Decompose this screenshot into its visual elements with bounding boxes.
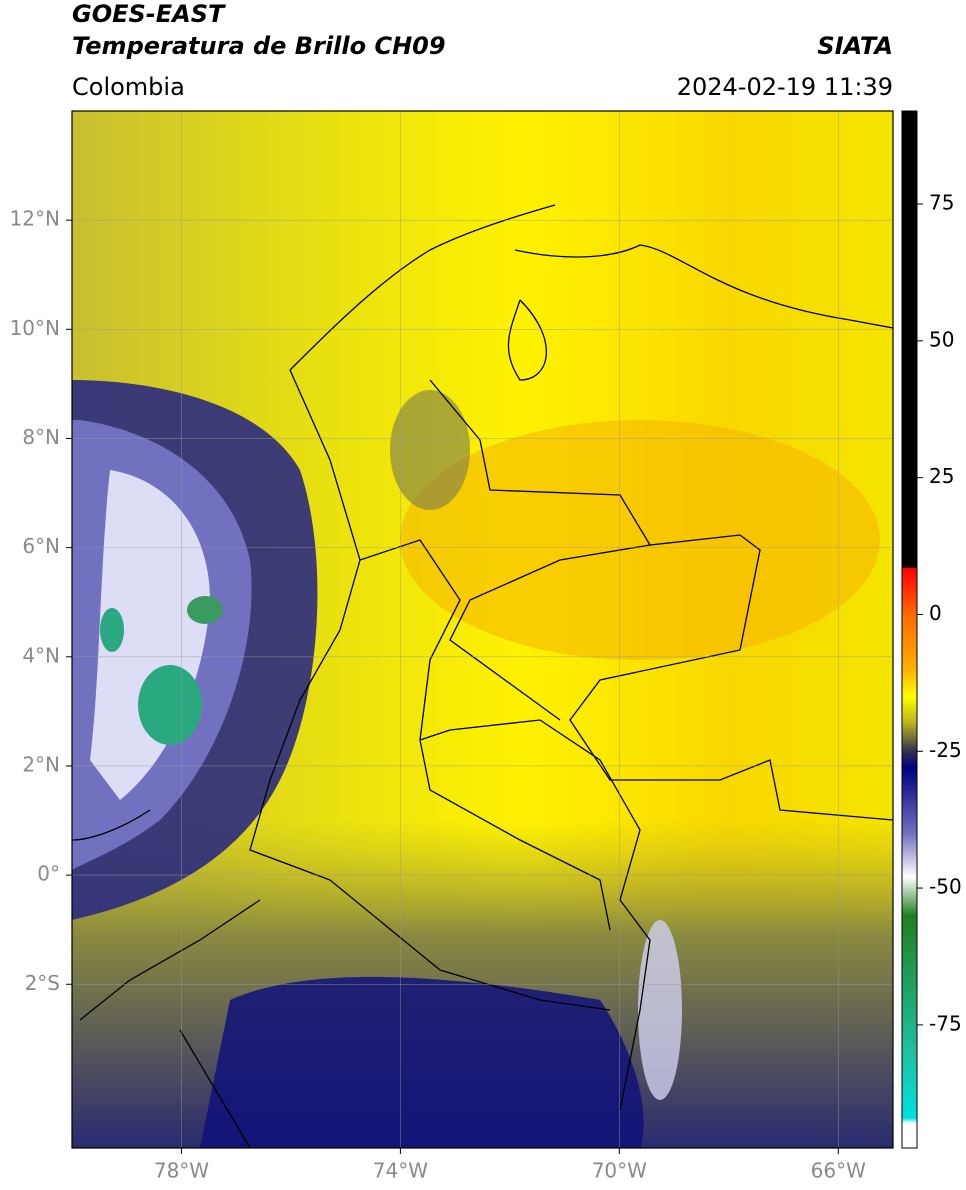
boundaries — [72, 204, 893, 1148]
lat-tick-label: 2°N — [22, 752, 60, 776]
lat-tick-label: 10°N — [10, 316, 60, 340]
lat-tick-label: 0° — [37, 862, 60, 886]
grid — [72, 111, 893, 1148]
colorbar-tick-label: 25 — [929, 464, 954, 488]
warm-region — [400, 420, 880, 660]
colorbar-tick-label: 50 — [929, 327, 954, 351]
lat-tick-label: 2°S — [25, 971, 60, 995]
lat-tick-label: 6°N — [22, 534, 60, 558]
colorbar-tick-label: 75 — [929, 191, 954, 215]
satellite-image — [72, 111, 893, 1148]
cold-top — [187, 596, 223, 624]
source: SIATA — [817, 32, 893, 60]
cold-top — [138, 665, 202, 745]
colorbar — [901, 110, 918, 1149]
cloud-top — [638, 920, 682, 1100]
timestamp: 2024-02-19 11:39 — [677, 73, 893, 101]
title-line1: GOES-EAST — [72, 0, 226, 28]
cold-top — [100, 608, 124, 652]
lon-tick-label: 66°W — [811, 1159, 866, 1183]
title-line2: Temperatura de Brillo CH09 — [72, 32, 446, 60]
colorbar-tick-label: 0 — [929, 601, 942, 625]
region: Colombia — [72, 73, 185, 101]
lon-tick-label: 78°W — [154, 1159, 209, 1183]
colorbar-tick-label: -75 — [929, 1011, 962, 1035]
lat-tick-label: 12°N — [10, 207, 60, 231]
cloud-south — [200, 976, 644, 1148]
colorbar-tick-label: -25 — [929, 738, 962, 762]
map-frame — [71, 110, 894, 1149]
lon-tick-label: 70°W — [592, 1159, 647, 1183]
lat-tick-label: 8°N — [22, 425, 60, 449]
colorbar-tick-label: -50 — [929, 875, 962, 899]
cloud-andes — [390, 390, 470, 510]
lat-tick-label: 4°N — [22, 643, 60, 667]
lon-tick-label: 74°W — [373, 1159, 428, 1183]
